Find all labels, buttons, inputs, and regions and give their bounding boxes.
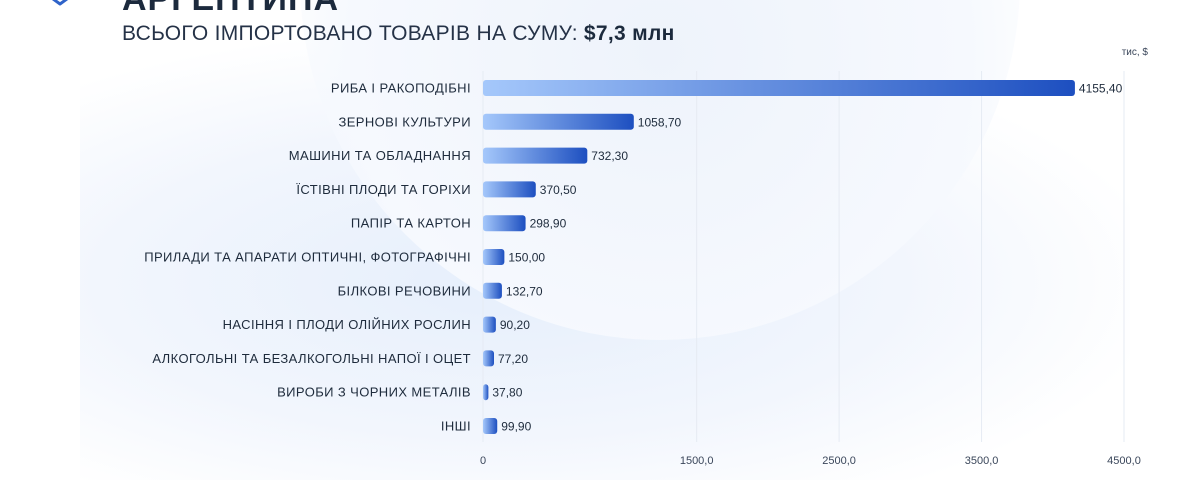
subtitle-text: ВСЬОГО ІМПОРТОВАНО ТОВАРІВ НА СУМУ:: [122, 22, 578, 45]
x-tick-label: 4500,0: [1107, 455, 1141, 467]
bar: [483, 80, 1075, 96]
category-label: ПАПІР ТА КАРТОН: [351, 216, 471, 231]
category-label: АЛКОГОЛЬНІ ТА БЕЗАЛКОГОЛЬНІ НАПОЇ І ОЦЕТ: [152, 351, 471, 366]
x-tick-label: 2500,0: [822, 455, 856, 467]
bar: [483, 384, 489, 401]
data-label: 77,20: [498, 352, 528, 366]
data-label: 370,50: [540, 183, 577, 197]
bar: [483, 418, 498, 434]
data-label: 4155,40: [1079, 82, 1123, 96]
bar: [483, 147, 588, 164]
bar: [483, 316, 496, 333]
data-label: 37,80: [492, 386, 522, 400]
bar: [483, 282, 502, 299]
category-label: ПРИЛАДИ ТА АПАРАТИ ОПТИЧНІ, ФОТОГРАФІЧНІ: [144, 250, 471, 265]
bar: [483, 249, 505, 265]
category-label: НАСІННЯ І ПЛОДИ ОЛІЙНИХ РОСЛИН: [223, 317, 471, 332]
country-title: АРГЕНТИНА: [122, 0, 339, 19]
x-tick-label: 1500,0: [680, 455, 714, 467]
data-label: 1058,70: [638, 115, 682, 129]
x-tick-label: 3500,0: [965, 455, 999, 467]
category-label: ВИРОБИ З ЧОРНИХ МЕТАЛІВ: [277, 385, 471, 400]
bar: [483, 350, 494, 367]
data-label: 90,20: [500, 318, 530, 332]
data-label: 132,70: [506, 284, 543, 298]
total-amount: $7,3 млн: [583, 22, 675, 45]
category-label: ІНШІ: [441, 419, 471, 434]
data-label: 732,30: [591, 149, 628, 163]
bar: [483, 113, 634, 130]
chart-subtitle: ВСЬОГО ІМПОРТОВАНО ТОВАРІВ НА СУМУ: $7,3 …: [122, 22, 675, 46]
category-label: ЗЕРНОВІ КУЛЬТУРИ: [338, 114, 471, 129]
bar: [483, 215, 526, 232]
category-label: РИБА І РАКОПОДІБНІ: [331, 81, 471, 96]
category-label: БІЛКОВІ РЕЧОВИНИ: [338, 283, 471, 298]
data-label: 298,90: [530, 217, 567, 231]
data-label: 150,00: [508, 251, 545, 265]
x-tick-label: 0: [480, 455, 486, 467]
category-label: МАШИНИ ТА ОБЛАДНАННЯ: [289, 148, 471, 163]
logo-icon: [51, 0, 69, 6]
data-label: 99,90: [501, 420, 531, 434]
category-label: ЇСТІВНІ ПЛОДИ ТА ГОРІХИ: [296, 182, 471, 197]
bar: [483, 181, 536, 198]
unit-label: тис, $: [1121, 47, 1148, 58]
